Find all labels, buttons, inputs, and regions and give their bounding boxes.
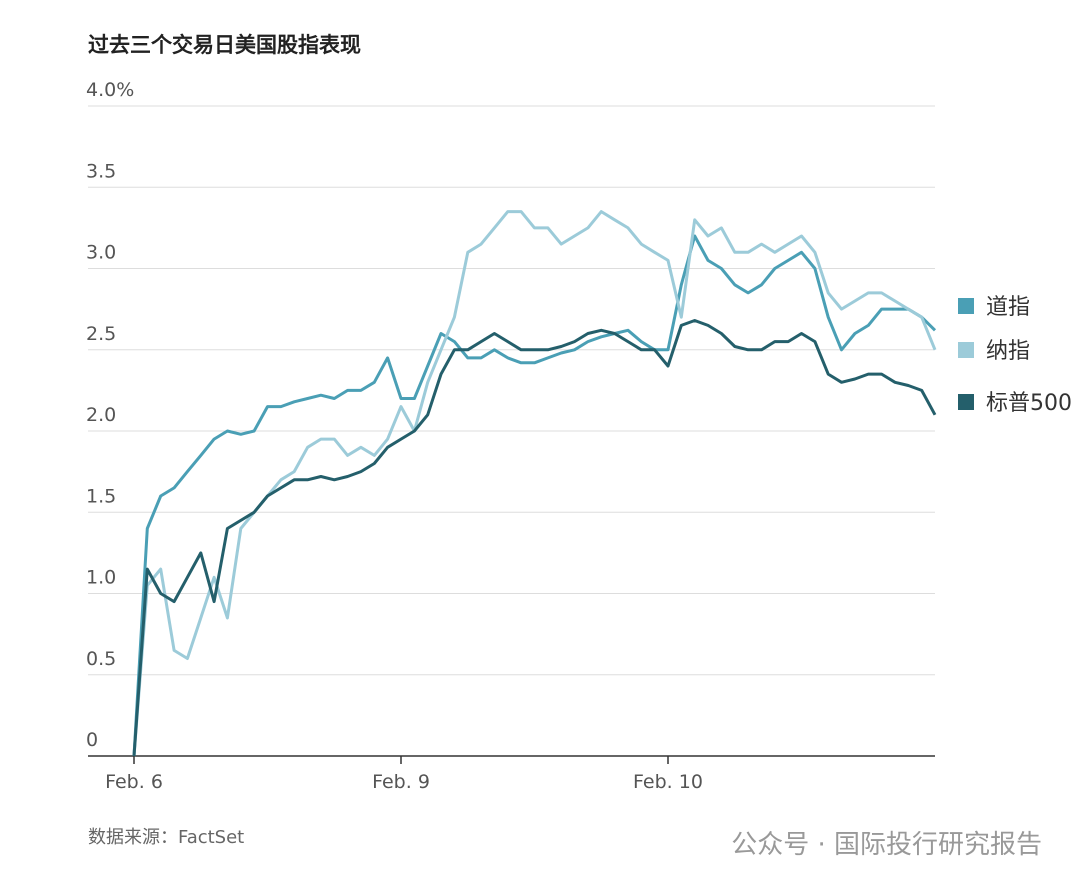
legend-swatch [958, 342, 974, 358]
legend-swatch [958, 394, 974, 410]
y-tick-label: 1.0 [86, 567, 116, 589]
legend-swatch [958, 298, 974, 314]
source: 数据来源：FactSet [88, 827, 244, 848]
y-tick-label: 1.5 [86, 485, 116, 507]
watermark: 公众号 · 国际投行研究报告 [731, 830, 1042, 860]
y-tick-label: 4.0% [86, 79, 134, 101]
legend-label: 道指 [986, 295, 1030, 320]
legend-label: 纳指 [986, 339, 1030, 364]
chart-title: 过去三个交易日美国股指表现 [88, 33, 361, 57]
x-tick-label: Feb. 10 [633, 771, 703, 793]
series-line [132, 319, 937, 757]
y-tick-label: 2.5 [86, 323, 116, 345]
x-tick-label: Feb. 6 [105, 771, 163, 793]
y-tick-label: 3.5 [86, 160, 116, 182]
y-tick-label: 3.0 [86, 242, 116, 264]
y-tick-label: 0.5 [86, 648, 116, 670]
y-tick-label: 0 [86, 729, 98, 751]
series-line [132, 234, 937, 757]
x-tick-label: Feb. 9 [372, 771, 430, 793]
y-tick-label: 2.0 [86, 404, 116, 426]
legend-label: 标普500 [986, 391, 1072, 416]
